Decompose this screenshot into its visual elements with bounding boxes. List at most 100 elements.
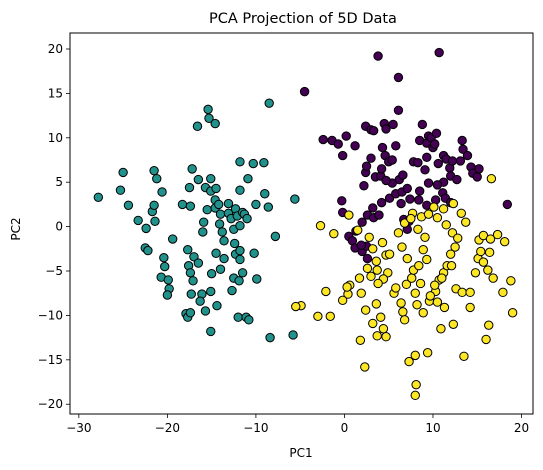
y-tick-label: −10 [38, 308, 63, 322]
data-point [397, 242, 407, 252]
data-point [412, 300, 422, 310]
data-point [498, 287, 508, 298]
y-axis: −20 −15 −10 −5 0 5 10 15 20 [38, 42, 70, 411]
data-point [418, 245, 428, 255]
data-point [431, 128, 442, 139]
data-point [432, 180, 443, 190]
data-point [152, 173, 162, 184]
data-point [407, 273, 417, 283]
y-tick-label: −20 [38, 397, 63, 411]
data-point [203, 104, 213, 115]
data-point [118, 167, 128, 178]
data-point [204, 113, 214, 123]
data-point [422, 152, 432, 163]
data-point [235, 254, 245, 265]
data-point [263, 202, 273, 212]
data-point [214, 199, 224, 210]
data-point [206, 268, 217, 279]
data-point [318, 134, 328, 145]
data-point [186, 289, 196, 299]
data-point [159, 252, 169, 263]
data-point [384, 249, 395, 259]
data-point [115, 185, 126, 195]
data-point [391, 283, 401, 293]
data-point [417, 119, 428, 130]
data-point [357, 217, 367, 227]
data-point [157, 187, 167, 197]
data-point [337, 196, 347, 206]
data-point [234, 276, 244, 286]
data-point [457, 135, 467, 146]
data-point [446, 260, 457, 271]
data-point [372, 331, 382, 341]
data-point [342, 282, 352, 292]
data-point [185, 308, 196, 318]
data-point [404, 356, 414, 367]
data-point [149, 200, 159, 210]
data-point [438, 204, 449, 214]
data-point [420, 232, 430, 242]
data-point [430, 280, 440, 290]
data-point [373, 51, 383, 61]
y-axis-label: PC2 [9, 217, 23, 240]
data-point [439, 302, 450, 313]
data-point [162, 290, 173, 300]
data-point [187, 164, 197, 174]
data-point [373, 278, 383, 289]
data-point [215, 209, 226, 219]
data-point [192, 121, 203, 131]
data-point [337, 295, 348, 306]
data-point [472, 172, 482, 182]
data-point [398, 307, 408, 317]
points-layer [93, 47, 518, 401]
data-point [381, 124, 391, 134]
data-point [141, 223, 151, 234]
data-point [461, 217, 471, 227]
data-point [418, 308, 428, 318]
data-point [450, 242, 460, 252]
data-point [313, 311, 323, 322]
data-point [422, 254, 432, 265]
data-point [402, 253, 412, 264]
data-point [368, 203, 378, 213]
data-point [459, 351, 469, 361]
data-point [291, 301, 301, 312]
data-point [188, 276, 198, 286]
x-tick-label: −10 [243, 421, 268, 435]
data-point [391, 141, 401, 151]
data-point [360, 305, 371, 315]
data-point [414, 195, 424, 205]
data-point [383, 268, 393, 278]
data-point [227, 285, 237, 296]
data-point [414, 186, 425, 196]
data-point [465, 287, 475, 298]
data-point [237, 268, 248, 278]
y-tick-label: −15 [38, 353, 63, 367]
data-point [432, 213, 443, 223]
data-point [410, 288, 420, 298]
data-point [396, 198, 406, 209]
data-point [447, 156, 458, 166]
data-point [405, 194, 415, 204]
chart-title: PCA Projection of 5D Data [209, 11, 397, 27]
data-point [185, 268, 196, 278]
data-point [374, 210, 384, 220]
data-point [211, 248, 221, 258]
data-point [361, 161, 372, 171]
data-point [422, 348, 433, 358]
data-point [410, 350, 420, 361]
data-point [355, 335, 366, 345]
data-point [429, 202, 439, 212]
data-point [356, 240, 366, 250]
data-point [423, 178, 434, 188]
y-tick-label: 10 [48, 131, 63, 145]
data-point [198, 217, 209, 227]
data-point [198, 227, 208, 237]
data-point [362, 263, 373, 274]
x-axis-label: PC1 [289, 446, 312, 460]
data-point [364, 232, 374, 242]
data-point [189, 252, 199, 262]
data-point [243, 173, 253, 184]
data-point [410, 390, 420, 401]
y-tick-label: 15 [48, 86, 63, 100]
